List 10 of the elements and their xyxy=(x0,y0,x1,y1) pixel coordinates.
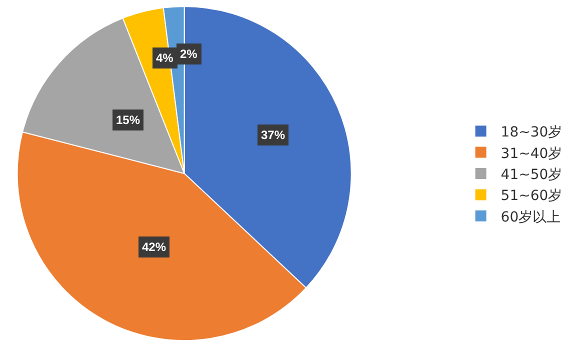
legend-label: 31~40岁 xyxy=(500,146,562,162)
data-label: 2% xyxy=(180,47,198,61)
legend-label: 18~30岁 xyxy=(500,124,562,141)
legend-label: 41~50岁 xyxy=(500,166,562,183)
data-label: 15% xyxy=(116,113,140,127)
data-label: 42% xyxy=(142,240,166,254)
data-label: 4% xyxy=(156,51,174,65)
data-label: 37% xyxy=(261,128,286,142)
legend-label: 60岁以上 xyxy=(500,209,561,226)
legend-label: 51~60岁 xyxy=(500,188,562,204)
